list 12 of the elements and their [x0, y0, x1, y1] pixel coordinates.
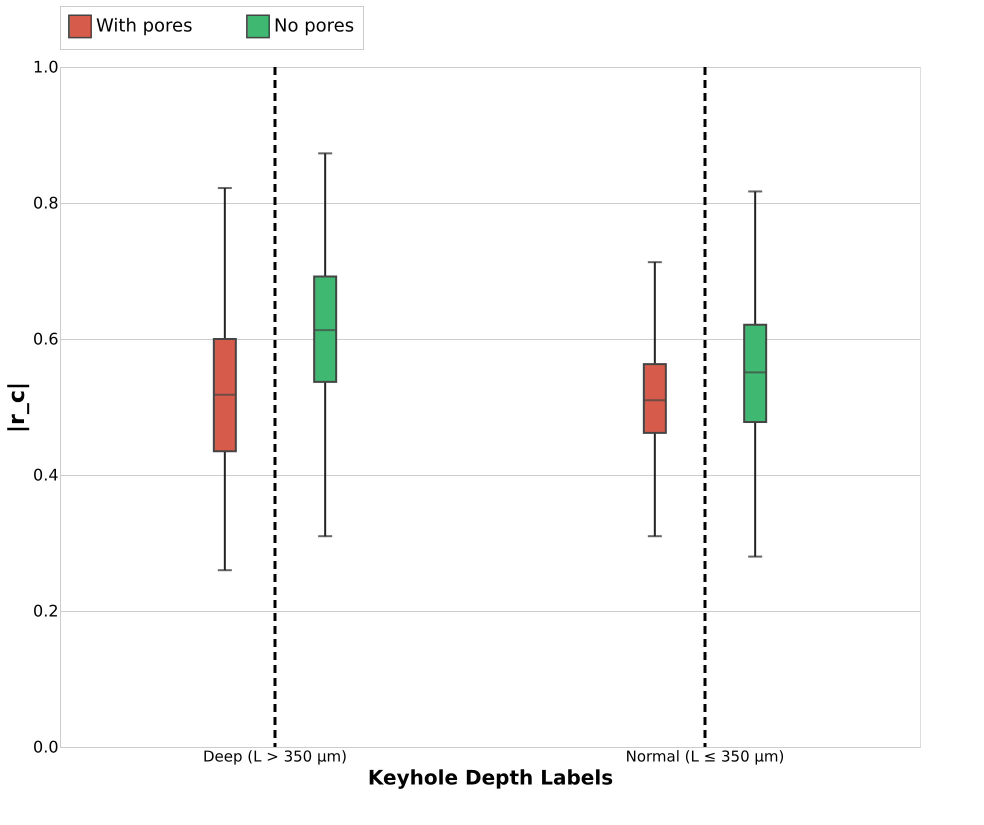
- y-tick-label: 1.0: [33, 58, 58, 76]
- y-axis-title: |r_c|: [5, 382, 30, 433]
- y-tick-label: 0.2: [33, 602, 58, 620]
- x-tick-label: Normal (L ≤ 350 μm): [626, 748, 784, 766]
- legend-label: No pores: [274, 15, 354, 36]
- y-tick-label: 0.6: [33, 330, 58, 348]
- x-tick-label: Deep (L > 350 μm): [202, 748, 348, 766]
- y-tick-label: 0.0: [33, 738, 58, 756]
- legend-label: With pores: [96, 15, 192, 36]
- x-axis-title: Keyhole Depth Labels: [368, 766, 614, 790]
- y-tick-label: 0.4: [33, 466, 58, 484]
- y-tick-label: 0.8: [33, 194, 58, 212]
